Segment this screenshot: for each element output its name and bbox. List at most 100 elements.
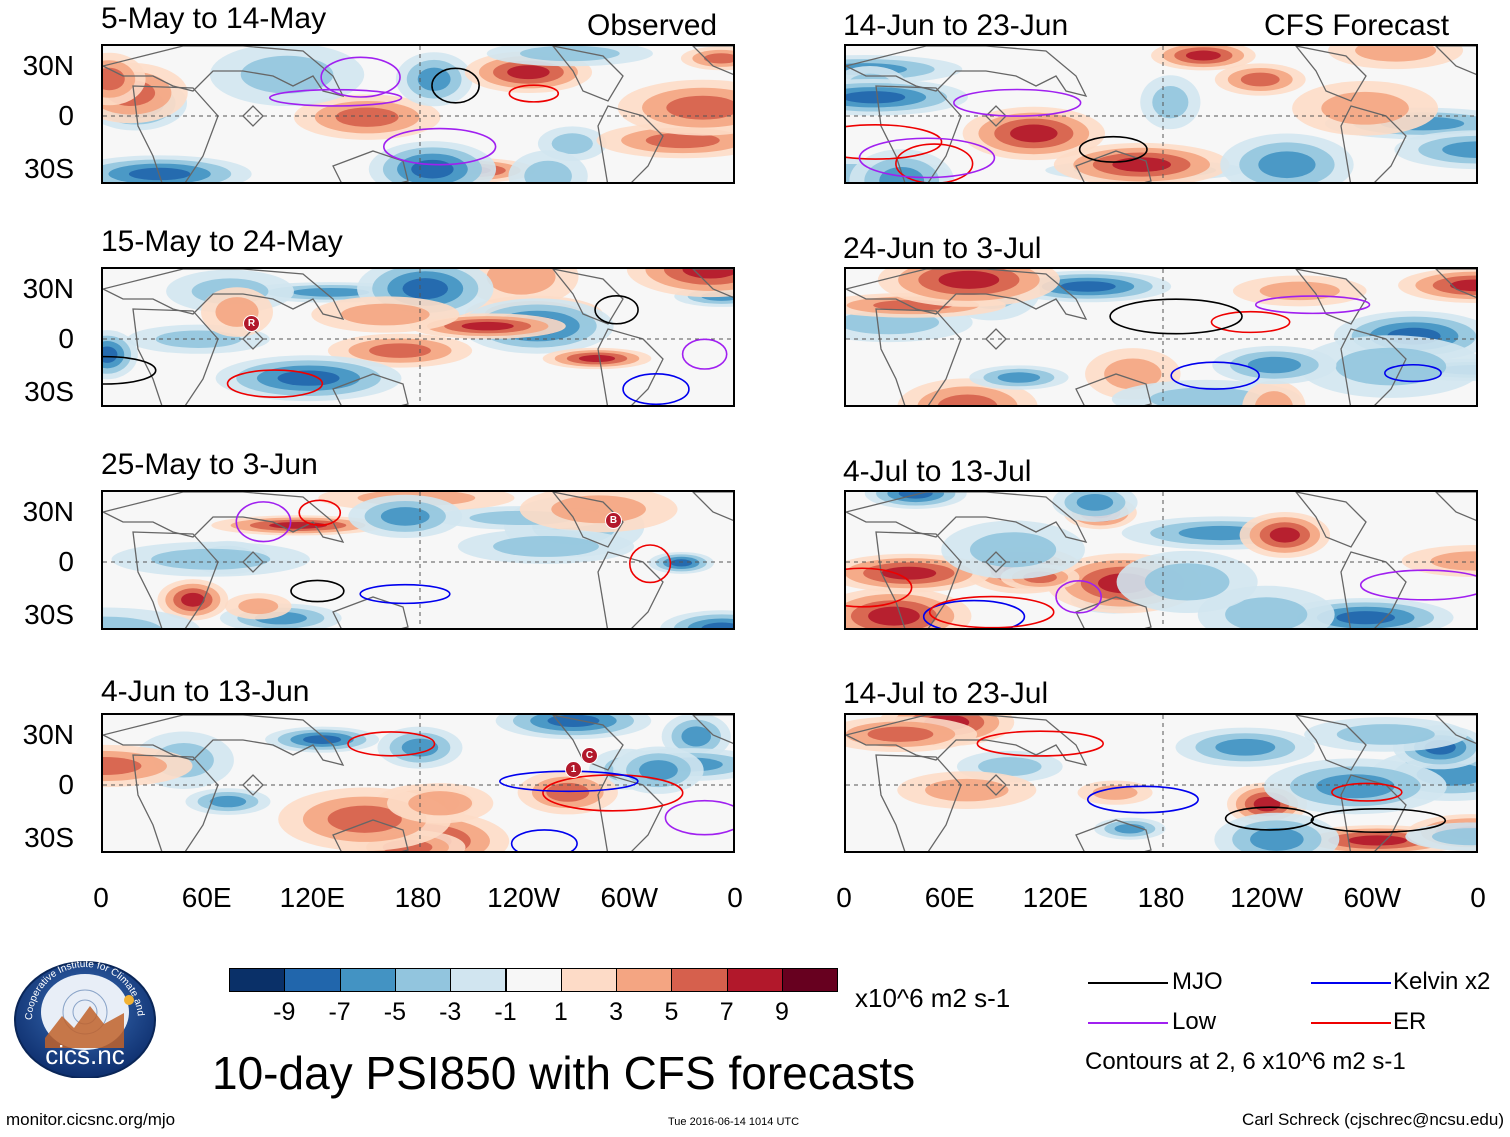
positive-anomaly bbox=[578, 354, 616, 363]
positive-anomaly bbox=[551, 495, 646, 524]
y-axis-label: 30S bbox=[24, 153, 74, 184]
y-axis-label: 30N bbox=[22, 496, 74, 527]
coastline bbox=[132, 754, 219, 851]
negative-anomaly bbox=[1432, 828, 1476, 846]
positive-anomaly bbox=[1092, 785, 1138, 800]
legend-line-kelvin bbox=[1311, 982, 1391, 984]
colorbar-swatch bbox=[284, 968, 341, 992]
coastline bbox=[1435, 715, 1476, 745]
low-contour bbox=[664, 799, 733, 836]
observed-label: Observed bbox=[587, 9, 718, 42]
main-title: 10-day PSI850 with CFS forecasts bbox=[212, 1047, 916, 1099]
footer-author: Carl Schreck (cjschrec@ncsu.edu) bbox=[1242, 1110, 1504, 1129]
negative-anomaly bbox=[1335, 347, 1447, 386]
coastline bbox=[132, 85, 219, 182]
negative-anomaly bbox=[1076, 493, 1114, 511]
positive-anomaly bbox=[925, 778, 1009, 802]
negative-anomaly bbox=[303, 735, 342, 744]
coastline bbox=[1075, 150, 1152, 182]
positive-anomaly bbox=[1450, 279, 1476, 292]
legend-line-low bbox=[1088, 1022, 1168, 1024]
er-contour bbox=[895, 143, 974, 182]
positive-anomaly bbox=[703, 53, 733, 64]
y-axis-label: 0 bbox=[58, 100, 74, 131]
coastline bbox=[332, 819, 409, 851]
kelvin-contour bbox=[510, 829, 578, 851]
x-axis-label: 0 bbox=[93, 882, 109, 913]
forecast-label: CFS Forecast bbox=[1264, 9, 1450, 42]
map-panel: B bbox=[101, 490, 735, 630]
panel-title: 24-Jun to 3-Jul bbox=[843, 232, 1042, 265]
colorbar-label: 3 bbox=[609, 998, 624, 1026]
x-axis-label: 0 bbox=[836, 882, 852, 913]
coastline bbox=[692, 46, 733, 76]
negative-anomaly bbox=[103, 616, 162, 628]
positive-anomaly bbox=[340, 303, 430, 326]
legend-line-mjo bbox=[1088, 982, 1168, 984]
kelvin-contour bbox=[1086, 785, 1199, 814]
positive-anomaly bbox=[408, 791, 473, 816]
negative-anomaly bbox=[524, 160, 572, 182]
mjo-contour bbox=[431, 67, 480, 104]
positive-anomaly bbox=[486, 269, 556, 295]
kelvin-contour bbox=[359, 583, 451, 605]
negative-anomaly bbox=[1144, 563, 1230, 601]
x-axis-label: 120E bbox=[279, 882, 346, 913]
x-axis-label: 180 bbox=[394, 882, 442, 913]
coastline bbox=[103, 715, 345, 766]
kelvin-contour bbox=[1384, 363, 1442, 383]
positive-anomaly bbox=[335, 107, 399, 127]
negative-anomaly bbox=[551, 133, 593, 155]
coastline bbox=[103, 269, 345, 320]
mjo-contour bbox=[1109, 298, 1243, 335]
er-contour bbox=[628, 544, 672, 584]
panel-title: 14-Jul to 23-Jul bbox=[843, 677, 1049, 710]
negative-anomaly bbox=[1336, 611, 1395, 625]
colorbar-label: 5 bbox=[664, 998, 679, 1026]
positive-anomaly bbox=[1255, 391, 1293, 405]
colorbar-units: x10^6 m2 s-1 bbox=[855, 983, 1011, 1013]
colorbar-label: -5 bbox=[383, 998, 407, 1026]
kelvin-contour bbox=[1170, 361, 1260, 390]
positive-anomaly bbox=[103, 67, 125, 91]
colorbar-swatch bbox=[560, 968, 618, 992]
mjo-contour bbox=[103, 355, 157, 385]
positive-anomaly bbox=[1355, 46, 1437, 62]
coastline bbox=[1075, 596, 1152, 628]
positive-anomaly bbox=[327, 805, 402, 833]
storm-marker: 1 bbox=[565, 761, 582, 778]
x-axis-label: 120E bbox=[1022, 882, 1089, 913]
negative-anomaly bbox=[1215, 738, 1276, 756]
er-contour bbox=[846, 124, 943, 160]
colorbar-label: -3 bbox=[439, 998, 462, 1026]
low-contour bbox=[268, 88, 403, 107]
mjo-contour bbox=[594, 294, 639, 325]
positive-anomaly bbox=[1104, 358, 1162, 390]
colorbar-swatch bbox=[339, 968, 396, 992]
positive-anomaly bbox=[181, 592, 205, 607]
positive-anomaly bbox=[1185, 50, 1221, 61]
kelvin-contour bbox=[922, 599, 1026, 628]
negative-anomaly bbox=[1250, 827, 1304, 851]
footer-url[interactable]: monitor.cicsnc.org/mjo bbox=[6, 1110, 176, 1129]
negative-anomaly bbox=[103, 346, 118, 363]
mjo-contour bbox=[1078, 135, 1148, 163]
coastline bbox=[1340, 105, 1407, 182]
coastline bbox=[1340, 774, 1407, 851]
negative-anomaly bbox=[1316, 774, 1395, 799]
positive-anomaly bbox=[546, 782, 590, 802]
negative-anomaly bbox=[978, 757, 1042, 777]
positive-anomaly bbox=[369, 343, 431, 358]
low-contour bbox=[235, 501, 292, 543]
mjo-contour bbox=[290, 579, 345, 603]
logo-text: cics.nc bbox=[45, 1040, 124, 1070]
colorbar-label: 1 bbox=[553, 998, 568, 1026]
positive-anomaly bbox=[507, 65, 550, 80]
negative-anomaly bbox=[1247, 356, 1301, 374]
colorbar-label: 9 bbox=[775, 998, 789, 1026]
positive-anomaly bbox=[937, 394, 998, 405]
low-contour bbox=[1359, 569, 1476, 601]
kelvin-contour bbox=[622, 373, 690, 405]
legend-label-er: ER bbox=[1393, 1008, 1427, 1035]
x-axis-label: 60E bbox=[924, 882, 975, 913]
